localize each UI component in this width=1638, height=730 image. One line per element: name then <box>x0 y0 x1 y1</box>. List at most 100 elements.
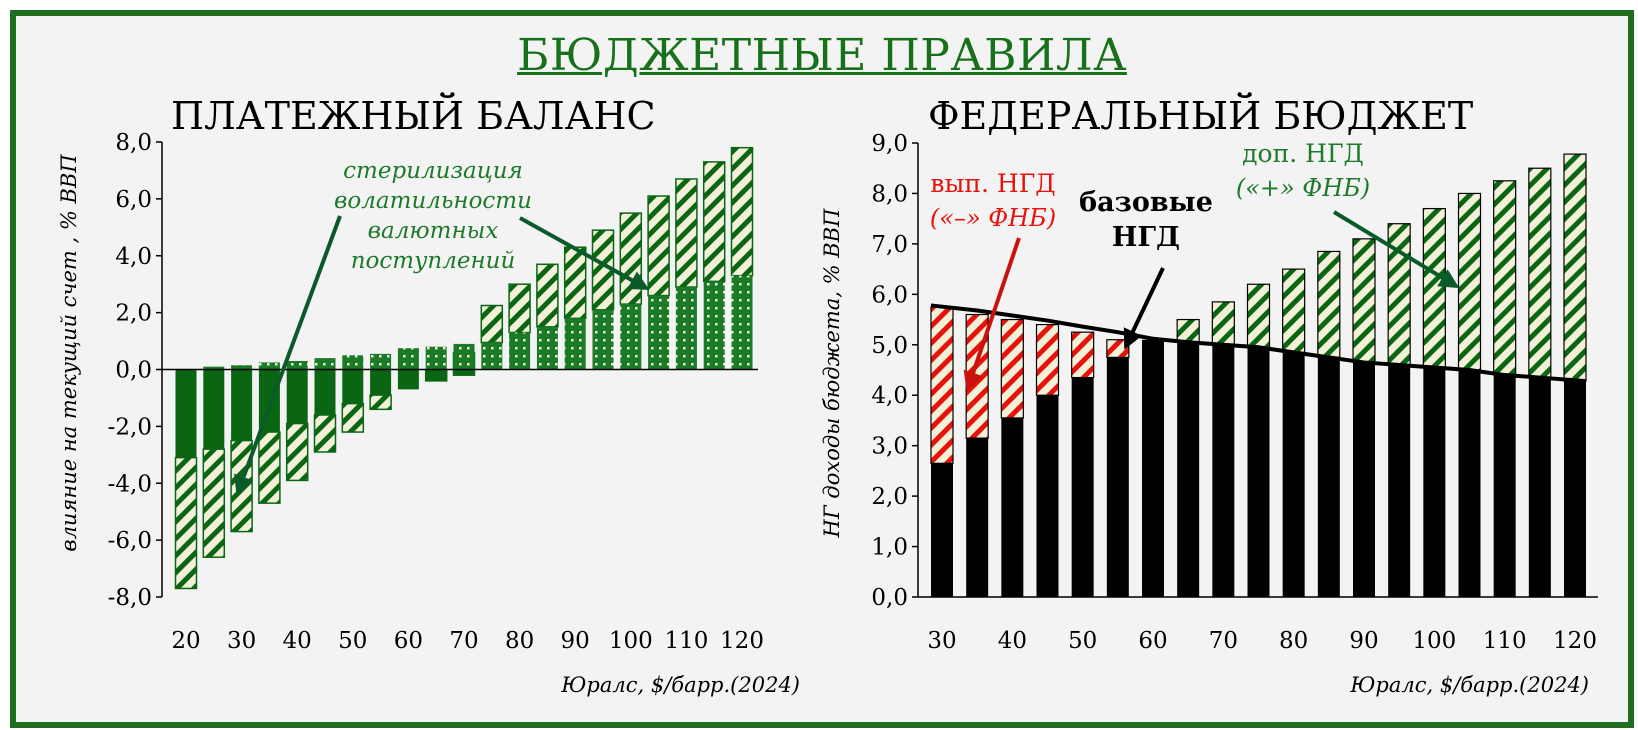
bar-base-ngd <box>1353 362 1375 597</box>
annotation-line: волатильности <box>334 188 532 214</box>
right-x-tick-label: 90 <box>1349 628 1378 654</box>
annotation-arrow <box>1123 267 1165 350</box>
bar-base-ngd <box>931 463 953 597</box>
right-y-tick-label: 5,0 <box>871 333 908 359</box>
bar-sterilization <box>174 456 198 590</box>
right-x-tick-label: 80 <box>1279 628 1308 654</box>
left-y-tick-label: -2,0 <box>108 414 152 440</box>
bar-base-ngd <box>1282 352 1305 597</box>
left-panel-title: ПЛАТЕЖНЫЙ БАЛАНС <box>171 94 656 138</box>
bar-base-ngd <box>1071 377 1094 597</box>
left-y-tick-label: -6,0 <box>108 528 152 554</box>
left-x-tick-label: 70 <box>449 628 478 654</box>
bar-negative <box>314 369 336 415</box>
bar-sterilization <box>480 304 504 344</box>
bar-sterilization <box>285 422 309 482</box>
bar-positive <box>509 332 531 370</box>
annotation-line: поступлений <box>351 248 516 274</box>
annotation-base-line2: НГД <box>1112 222 1180 253</box>
right-y-tick-label: 9,0 <box>871 131 908 157</box>
left-bars <box>174 146 754 590</box>
right-annotations: вып. НГД («–» ФНБ) базовые НГД доп. НГД … <box>930 139 1460 392</box>
left-x-tick-label: 80 <box>505 628 534 654</box>
left-x-tick-label: 90 <box>561 628 590 654</box>
bar-sterilization <box>313 414 337 453</box>
bar-fnb-addition <box>1246 283 1271 348</box>
bar-base-ngd <box>1106 357 1129 597</box>
right-x-tick-label: 70 <box>1209 628 1238 654</box>
bar-base-ngd <box>1036 395 1059 597</box>
right-x-tick-label: 60 <box>1138 628 1167 654</box>
annotation-arrow <box>234 215 342 496</box>
left-y-axis-title: влияние на текущий счет , % ВВП <box>57 154 81 552</box>
charts-canvas: -8,0 -6,0 -4,0 -2,0 0,0 2,0 4,0 6,0 8,0 20 30 40 50 6… <box>57 130 1598 697</box>
bar-negative <box>231 369 253 441</box>
bar-sterilization <box>202 448 226 558</box>
bar-positive <box>648 295 670 370</box>
bar-positive <box>231 365 253 370</box>
right-y-tick-label: 4,0 <box>871 383 908 409</box>
chart-frame: БЮДЖЕТНЫЕ ПРАВИЛА ПЛАТЕЖНЫЙ БАЛАНС ФЕДЕР… <box>10 10 1634 728</box>
bar-fnb-addition <box>1457 192 1482 371</box>
bar-positive <box>342 355 364 370</box>
right-y-tick-label: 0,0 <box>871 585 908 611</box>
bar-positive <box>481 342 503 370</box>
bar-positive <box>453 343 475 370</box>
right-x-tick-label: 40 <box>998 628 1027 654</box>
right-x-axis-title: Юралс, $/барр.(2024) <box>1349 673 1589 697</box>
right-y-axis-title: НГ доходы бюджета, % ВВП <box>820 208 844 539</box>
bar-positive <box>592 309 614 370</box>
bar-sterilization <box>675 178 698 288</box>
bar-base-ngd <box>1001 417 1024 597</box>
annotation-base-line1: базовые <box>1079 187 1213 218</box>
bar-negative <box>370 369 392 396</box>
bar-base-ngd <box>1564 381 1586 597</box>
bar-negative <box>175 369 197 458</box>
annotation-vyp-line1: вып. НГД <box>930 169 1055 198</box>
bar-base-ngd <box>1423 367 1446 597</box>
left-x-tick-label: 110 <box>664 628 708 654</box>
annotation-dop-line2: («+» ФНБ) <box>1236 174 1370 202</box>
bar-fnb-addition <box>1211 301 1235 346</box>
left-y-tick-label: -4,0 <box>108 471 152 497</box>
left-y-tick-label: 4,0 <box>115 244 152 270</box>
bar-base-ngd <box>1493 375 1516 597</box>
bar-base-ngd <box>966 438 989 597</box>
bar-positive <box>203 366 225 370</box>
bar-base-ngd <box>1247 347 1270 597</box>
left-x-tick-label: 20 <box>171 628 200 654</box>
right-x-tick-label: 30 <box>927 628 956 654</box>
right-bars <box>930 153 1587 597</box>
left-y-tick-label: 6,0 <box>115 187 152 213</box>
bar-fnb-withdrawal <box>1000 318 1024 419</box>
bar-negative <box>453 369 475 376</box>
bar-sterilization <box>258 431 281 504</box>
bar-positive <box>620 304 642 370</box>
bar-fnb-addition <box>1282 268 1306 353</box>
bar-sterilization <box>702 161 726 283</box>
bar-sterilization <box>508 283 531 334</box>
bar-base-ngd <box>1388 364 1411 597</box>
bar-positive <box>731 275 753 370</box>
left-x-tick-label: 40 <box>283 628 312 654</box>
left-x-tick-label: 120 <box>720 628 764 654</box>
bar-sterilization <box>563 246 587 320</box>
bar-positive <box>675 287 697 370</box>
bar-base-ngd <box>1177 342 1200 597</box>
bar-fnb-addition <box>1176 318 1200 343</box>
bar-sterilization <box>619 212 643 305</box>
annotation-line: стерилизация <box>343 158 523 184</box>
left-x-tick-label: 50 <box>338 628 367 654</box>
bar-fnb-addition <box>1493 180 1517 376</box>
bar-base-ngd <box>1528 377 1551 597</box>
right-x-tick-label: 110 <box>1483 628 1527 654</box>
bar-positive <box>286 360 308 370</box>
annotation-line: валютных <box>368 218 499 244</box>
annotation-arrow <box>519 216 650 290</box>
main-title: БЮДЖЕТНЫЕ ПРАВИЛА <box>517 30 1127 81</box>
bar-positive <box>314 358 336 370</box>
bar-fnb-addition <box>1422 207 1446 369</box>
bar-base-ngd <box>1212 344 1235 597</box>
bar-negative <box>342 369 364 404</box>
bar-positive <box>564 318 586 370</box>
